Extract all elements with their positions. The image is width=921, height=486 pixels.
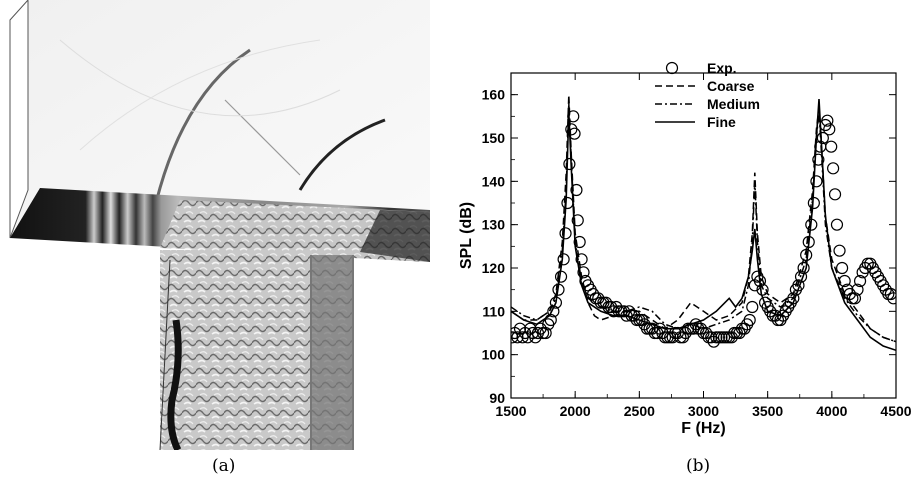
exp-marker [547,305,560,318]
exp-marker [575,253,588,266]
y-tick-label: 90 [489,390,505,406]
exp-marker [810,175,823,188]
y-tick-label: 100 [482,347,506,363]
legend-label-fine: Fine [707,114,736,130]
exp-marker [848,292,862,305]
exp-marker [570,183,583,197]
exp-marker [853,274,867,288]
exp-marker [571,214,584,227]
exp-marker [573,235,586,249]
x-tick-label: 3000 [688,403,719,419]
exp-marker [851,283,864,296]
x-tick-label: 2500 [624,403,655,419]
y-tick-label: 160 [482,87,506,103]
exp-marker [823,123,836,136]
flow-visualization-image [0,0,430,452]
exp-marker [577,266,590,279]
y-tick-label: 150 [482,130,506,146]
y-tick-label: 110 [482,303,505,319]
spl-chart: 1500 2000 2500 3000 3500 4000 4500 90 100 110 120 1… [440,0,921,450]
series-fine [511,98,896,352]
legend-label-coarse: Coarse [707,78,755,94]
x-tick-label: 3500 [752,403,783,419]
exp-marker [828,188,842,201]
exp-marker [565,123,578,136]
x-tick-label: 2000 [560,403,591,419]
legend-marker-exp [665,61,679,75]
exp-marker [812,153,825,166]
exp-marker [884,287,896,301]
x-axis-label: F (Hz) [681,420,725,437]
exp-marker [887,292,896,305]
exp-marker [559,227,572,240]
caption-b: (b) [686,456,711,476]
exp-marker [743,313,756,327]
x-tick-label: 1500 [495,403,526,419]
exp-marker [827,162,840,175]
y-tick-label: 120 [482,260,506,276]
cavity-slice [160,250,312,450]
exp-marker [563,157,576,171]
exp-marker [557,253,570,266]
exp-marker [511,331,524,344]
exp-marker [816,131,829,145]
exp-marker [825,140,838,153]
y-axis-label: SPL (dB) [458,202,475,269]
series-coarse [511,94,896,343]
legend-label-medium: Medium [707,96,760,112]
exp-marker [830,218,844,231]
exp-marker [807,196,820,210]
upper-domain-slice [10,0,430,255]
exp-marker [539,326,552,340]
exp-marker [833,244,846,257]
exp-marker [821,114,834,127]
x-tick-label: 4000 [816,403,847,419]
y-tick-label: 140 [482,173,506,189]
exp-marker [836,261,849,275]
exp-marker [746,300,759,314]
y-tick-label: 130 [482,217,506,233]
caption-a: (a) [212,456,236,476]
legend-label-exp.: Exp. [707,60,737,76]
x-tick-label: 4500 [880,403,911,419]
